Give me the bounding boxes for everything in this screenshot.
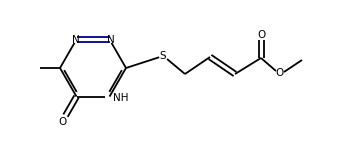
Text: N: N (72, 35, 79, 45)
Text: S: S (160, 51, 166, 61)
Text: O: O (58, 117, 67, 127)
Text: N: N (107, 35, 114, 45)
Text: NH: NH (113, 93, 128, 103)
Text: O: O (257, 30, 265, 40)
Text: O: O (276, 68, 284, 78)
